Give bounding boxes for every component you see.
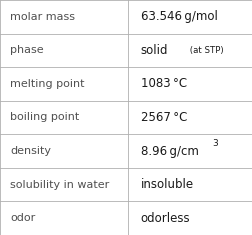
Text: 1083 °C: 1083 °C — [141, 77, 187, 90]
Text: density: density — [10, 146, 51, 156]
Text: molar mass: molar mass — [10, 12, 75, 22]
Text: 63.546 g/mol: 63.546 g/mol — [141, 10, 217, 23]
Text: odorless: odorless — [141, 212, 190, 225]
Text: 3: 3 — [212, 139, 218, 148]
Text: insoluble: insoluble — [141, 178, 194, 191]
Text: (at STP): (at STP) — [187, 46, 224, 55]
Text: melting point: melting point — [10, 79, 85, 89]
Text: phase: phase — [10, 45, 44, 55]
Text: 2567 °C: 2567 °C — [141, 111, 187, 124]
Text: odor: odor — [10, 213, 35, 223]
Text: boiling point: boiling point — [10, 113, 79, 122]
Text: solubility in water: solubility in water — [10, 180, 109, 190]
Text: 8.96 g/cm: 8.96 g/cm — [141, 145, 199, 158]
Text: solid: solid — [141, 44, 168, 57]
